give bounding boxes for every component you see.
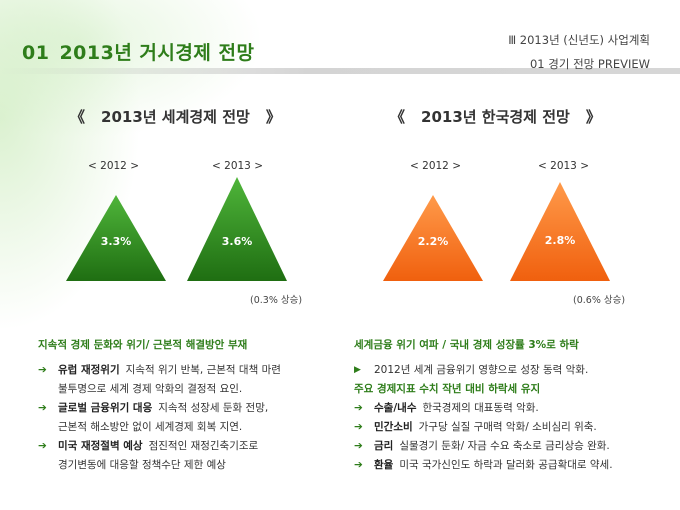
korea-subheading: 주요 경제지표 수치 작년 대비 하락세 유지 (354, 383, 541, 395)
world-2012-triangle-shape (66, 195, 166, 281)
page-title-text: 2013년 거시경제 전망 (59, 42, 255, 64)
korea-section-title: 《 2013년 한국경제 전망 》 (382, 106, 609, 127)
bullet-text: 가구당 실질 구매력 악화/ 소비심리 위축. (418, 421, 597, 433)
korea-year-2013: < 2013 > (538, 160, 589, 172)
bullet-key: 환율 (374, 459, 394, 471)
korea-2012-value: 2.2% (417, 235, 449, 248)
korea-analysis: 세계금융 위기 여파 / 국내 경제 성장률 3%로 하락 ▶ 2012년 세계… (354, 336, 664, 475)
korea-2012-triangle: 2.2% (383, 195, 483, 281)
korea-2012-triangle-shape (383, 195, 483, 281)
world-rise-note: (0.3% 상승) (250, 295, 303, 306)
bullet-text: 지속적 위기 반복, 근본적 대책 마련 (125, 364, 281, 376)
arrow-right-icon: ➔ (354, 459, 363, 471)
bullet-text: 한국경제의 대표동력 악화. (422, 402, 539, 414)
list-item: ➔ 유럽 재정위기 지속적 위기 반복, 근본적 대책 마련 (38, 361, 338, 380)
page-title: 01 2013년 거시경제 전망 (22, 38, 254, 65)
breadcrumb: Ⅲ 2013년 (신년도) 사업계획 01 경기 전망 PREVIEW (508, 32, 650, 80)
world-year-2013: < 2013 > (212, 160, 263, 172)
list-item: ➔ 미국 재정절벽 예상 점진적인 재정긴축기조로 (38, 437, 338, 456)
bullet-key: 수출/내수 (374, 402, 417, 414)
list-item: ➔ 수출/내수 한국경제의 대표동력 악화. (354, 399, 664, 418)
world-2012-triangle: 3.3% (66, 195, 166, 281)
bullet-text: 실물경기 둔화/ 자금 수요 축소로 금리상승 완화. (399, 440, 610, 452)
list-item: ▶ 2012년 세계 금융위기 영향으로 성장 동력 악화. (354, 361, 664, 380)
korea-2013-value: 2.8% (544, 234, 576, 247)
korea-year-2012: < 2012 > (410, 160, 461, 172)
arrow-right-icon: ➔ (38, 440, 47, 452)
list-item: ➔ 환율 미국 국가신인도 하락과 달러화 공급확대로 약세. (354, 456, 664, 475)
triangle-right-icon: ▶ (354, 365, 361, 375)
subsection-line: 01 경기 전망 PREVIEW (529, 57, 650, 71)
list-item: ➔ 금리 실물경기 둔화/ 자금 수요 축소로 금리상승 완화. (354, 437, 664, 456)
korea-open-bracket: 《 (390, 108, 406, 126)
arrow-right-icon: ➔ (354, 440, 363, 452)
bullet-text: 미국 국가신인도 하락과 달러화 공급확대로 약세. (399, 459, 613, 471)
world-2013-triangle-shape (187, 177, 287, 281)
bullet-text: 점진적인 재정긴축기조로 (148, 440, 259, 452)
arrow-right-icon: ➔ (354, 421, 363, 433)
world-2012-value: 3.3% (100, 235, 132, 248)
world-2013-value: 3.6% (221, 235, 253, 248)
world-title-text: 2013년 세계경제 전망 (101, 108, 250, 126)
header-divider (0, 68, 680, 74)
bullet-continuation: 경기변동에 대응할 정책수단 제한 예상 (58, 459, 226, 471)
section-line: Ⅲ 2013년 (신년도) 사업계획 (508, 33, 650, 47)
bullet-key: 미국 재정절벽 예상 (58, 440, 143, 452)
bullet-key: 유럽 재정위기 (58, 364, 120, 376)
arrow-right-icon: ➔ (354, 402, 363, 414)
page-number: 01 (22, 42, 50, 64)
world-heading: 지속적 경제 둔화와 위기/ 근본적 해결방안 부재 (38, 339, 248, 351)
bullet-continuation: 불투명으로 세계 경제 악화의 결정적 요인. (58, 383, 243, 395)
bullet-key: 민간소비 (374, 421, 413, 433)
bullet-text: 2012년 세계 금융위기 영향으로 성장 동력 악화. (374, 364, 589, 376)
korea-close-bracket: 》 (585, 108, 601, 126)
arrow-right-icon: ➔ (38, 402, 47, 414)
bullet-text: 지속적 성장세 둔화 전망, (158, 402, 269, 414)
bullet-continuation: 근본적 해소방안 없이 세계경제 회복 지연. (58, 421, 243, 433)
bullet-key: 글로벌 금융위기 대응 (58, 402, 153, 414)
bullet-key: 금리 (374, 440, 394, 452)
korea-rise-note: (0.6% 상승) (573, 295, 626, 306)
world-bullet-list: ➔ 유럽 재정위기 지속적 위기 반복, 근본적 대책 마련 불투명으로 세계 경… (38, 361, 338, 475)
list-item: ➔ 글로벌 금융위기 대응 지속적 성장세 둔화 전망, (38, 399, 338, 418)
world-2013-triangle: 3.6% (187, 177, 287, 281)
list-item: ➔ 민간소비 가구당 실질 구매력 악화/ 소비심리 위축. (354, 418, 664, 437)
korea-heading: 세계금융 위기 여파 / 국내 경제 성장률 3%로 하락 (354, 339, 579, 351)
korea-2013-triangle: 2.8% (510, 182, 610, 281)
world-section-title: 《 2013년 세계경제 전망 》 (62, 106, 289, 127)
korea-2013-triangle-shape (510, 182, 610, 281)
korea-title-text: 2013년 한국경제 전망 (421, 108, 570, 126)
world-year-2012: < 2012 > (88, 160, 139, 172)
world-open-bracket: 《 (70, 108, 86, 126)
world-close-bracket: 》 (265, 108, 281, 126)
arrow-right-icon: ➔ (38, 364, 47, 376)
